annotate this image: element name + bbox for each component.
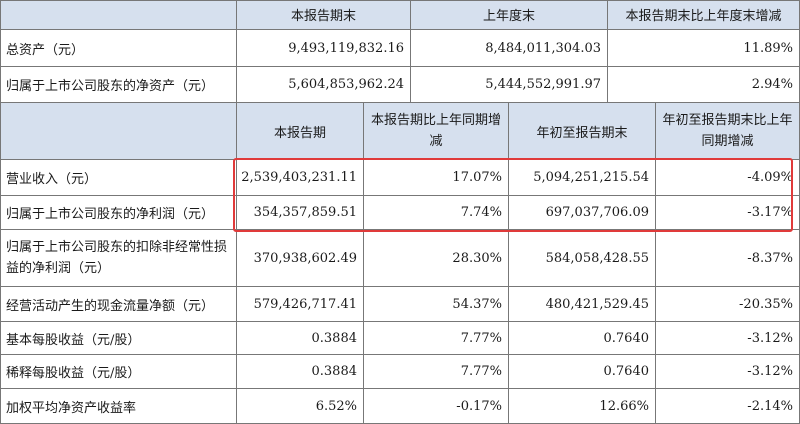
- cell-value: 12.66%: [509, 389, 656, 424]
- cell-value: -4.09%: [656, 160, 800, 196]
- cell-value: 5,604,853,962.24: [237, 67, 411, 103]
- cell-value: 28.30%: [364, 230, 509, 287]
- row-label-adjusted-net-profit: 归属于上市公司股东的扣除非经常性损益的净利润（元）: [0, 230, 237, 287]
- cell-value: 354,357,859.51: [237, 196, 364, 230]
- cell-value: 0.3884: [237, 355, 364, 389]
- top-header-period-end: 本报告期末: [237, 0, 411, 30]
- bottom-header-ytd-yoy: 年初至报告期末比上年同期增减: [656, 103, 800, 160]
- cell-value: 0.3884: [237, 322, 364, 355]
- cell-value: 8,484,011,304.03: [411, 30, 608, 67]
- cell-value: 697,037,706.09: [509, 196, 656, 230]
- bottom-header-ytd: 年初至报告期末: [509, 103, 656, 160]
- cell-value: 17.07%: [364, 160, 509, 196]
- cell-value: 0.7640: [509, 355, 656, 389]
- bottom-header-period: 本报告期: [237, 103, 364, 160]
- cell-value: -2.14%: [656, 389, 800, 424]
- cell-value: -3.12%: [656, 355, 800, 389]
- cell-value: -20.35%: [656, 287, 800, 322]
- cell-value: 5,094,251,215.54: [509, 160, 656, 196]
- cell-value: 584,058,428.55: [509, 230, 656, 287]
- row-label-total-assets: 总资产（元）: [0, 30, 237, 67]
- cell-value: 0.7640: [509, 322, 656, 355]
- row-label-revenue: 营业收入（元）: [0, 160, 237, 196]
- cell-value: 7.74%: [364, 196, 509, 230]
- row-label-operating-cash-flow: 经营活动产生的现金流量净额（元）: [0, 287, 237, 322]
- cell-value: 9,493,119,832.16: [237, 30, 411, 67]
- cell-value: 7.77%: [364, 322, 509, 355]
- row-label-diluted-eps: 稀释每股收益（元/股）: [0, 355, 237, 389]
- cell-value: 480,421,529.45: [509, 287, 656, 322]
- cell-value: -3.17%: [656, 196, 800, 230]
- top-header-change: 本报告期末比上年度末增减: [608, 0, 800, 30]
- row-label-weighted-roe: 加权平均净资产收益率: [0, 389, 237, 424]
- top-header-prior-year-end: 上年度末: [411, 0, 608, 30]
- cell-value: 2.94%: [608, 67, 800, 103]
- row-label-basic-eps: 基本每股收益（元/股）: [0, 322, 237, 355]
- cell-value: 2,539,403,231.11: [237, 160, 364, 196]
- top-header-blank: [0, 0, 237, 30]
- row-label-net-profit: 归属于上市公司股东的净利润（元）: [0, 196, 237, 230]
- cell-value: 5,444,552,991.97: [411, 67, 608, 103]
- cell-value: -8.37%: [656, 230, 800, 287]
- cell-value: 11.89%: [608, 30, 800, 67]
- cell-value: -3.12%: [656, 322, 800, 355]
- bottom-header-period-yoy: 本报告期比上年同期增减: [364, 103, 509, 160]
- row-label-net-assets: 归属于上市公司股东的净资产（元）: [0, 67, 237, 103]
- cell-value: 6.52%: [237, 389, 364, 424]
- bottom-header-blank: [0, 103, 237, 160]
- cell-value: -0.17%: [364, 389, 509, 424]
- cell-value: 370,938,602.49: [237, 230, 364, 287]
- cell-value: 54.37%: [364, 287, 509, 322]
- cell-value: 579,426,717.41: [237, 287, 364, 322]
- cell-value: 7.77%: [364, 355, 509, 389]
